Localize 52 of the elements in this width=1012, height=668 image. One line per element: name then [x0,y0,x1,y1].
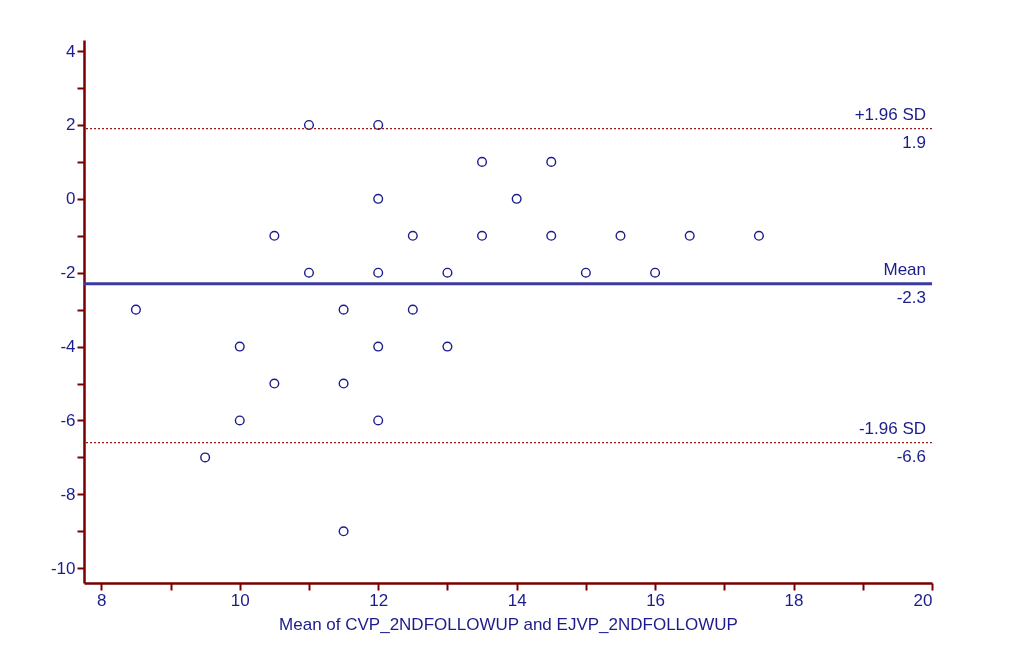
point [615,230,626,241]
point [338,304,349,315]
point [546,230,557,241]
ref-line-label: -1.96 SD [858,418,926,438]
point [234,341,245,352]
point [338,526,349,537]
x-tick-label: 16 [646,590,666,610]
point [269,378,280,389]
y-tick-label: -6 [60,410,76,430]
point [200,452,211,463]
ref-line-label: Mean [883,259,926,279]
point [546,156,557,167]
y-tick-label: 0 [66,189,76,209]
point [269,230,280,241]
point [234,415,245,426]
point [753,230,764,241]
point [477,230,488,241]
point [338,378,349,389]
point [580,267,591,278]
x-tick-label: 10 [230,590,250,610]
point [373,341,384,352]
ref-line-label: +1.96 SD [854,104,926,124]
point [130,304,141,315]
point [373,267,384,278]
x-axis-title: Mean of CVP_2NDFOLLOWUP and EJVP_2NDFOLLOWUP [279,614,738,634]
x-tick-label: 14 [507,590,527,610]
x-tick-label: 20 [913,590,933,610]
point [442,267,453,278]
point [477,156,488,167]
point [373,119,384,130]
y-tick-label: -2 [60,263,76,283]
point [407,230,418,241]
annotation: 1.9 [902,132,926,152]
point [303,267,315,278]
y-tick-label: 2 [66,115,76,135]
y-tick-label: -10 [50,558,76,578]
annotation: -2.3 [896,287,926,307]
y-tick-label: -4 [60,337,76,357]
point [373,193,384,204]
point [442,341,453,352]
point [373,415,384,426]
x-tick-label: 12 [369,590,389,610]
point [303,119,315,130]
y-tick-label: -8 [60,484,76,504]
point [407,304,418,315]
x-tick-label: 18 [784,590,804,610]
point [511,193,522,204]
point [650,267,661,278]
annotation: -6.6 [896,446,926,466]
point [684,230,695,241]
y-tick-label: 4 [66,41,76,61]
x-tick-label: 8 [97,590,107,610]
